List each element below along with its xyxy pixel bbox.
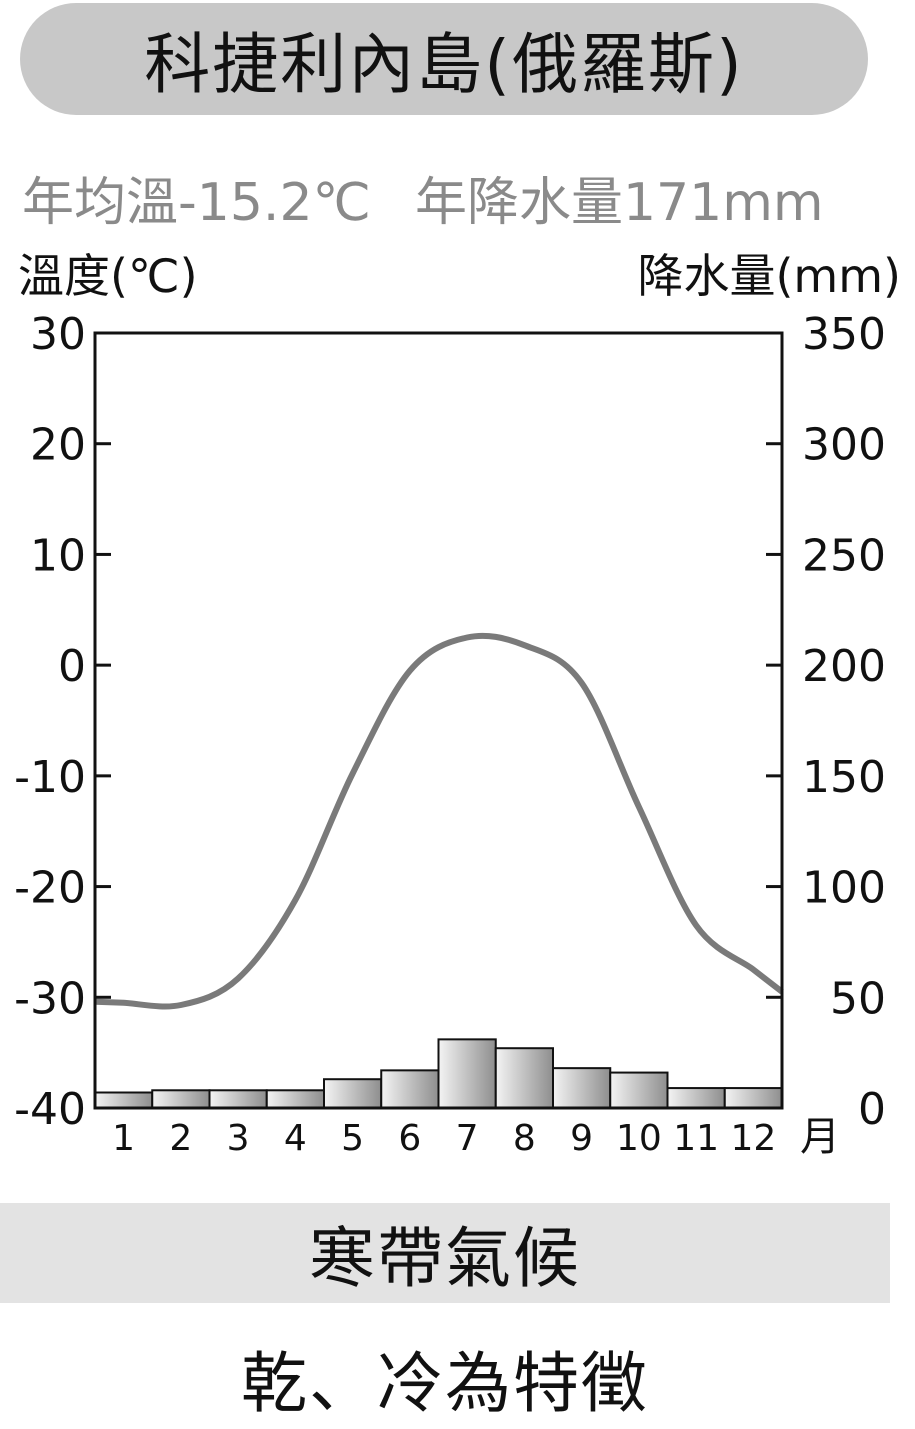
temp-tick-label: -30 — [14, 973, 86, 1024]
month-tick-label: 2 — [169, 1118, 192, 1159]
precip-tick-label: 100 — [802, 863, 886, 914]
climate-feature-text: 乾、冷為特徵 — [241, 1345, 649, 1422]
precip-bar-9 — [552, 1067, 612, 1109]
precip-bar-7 — [437, 1038, 497, 1110]
temp-tick-label: -40 — [14, 1084, 86, 1135]
month-tick-label: 3 — [227, 1118, 250, 1159]
annual-temperature: 年均溫-15.2℃ — [22, 173, 371, 233]
temp-tick-label: 10 — [30, 530, 86, 581]
month-unit-label: 月 — [800, 1114, 840, 1160]
precip-bar-2 — [151, 1089, 211, 1110]
plot-frame — [93, 331, 784, 1110]
annual-precipitation: 年降水量171mm — [414, 173, 824, 233]
temp-tick-label: 30 — [30, 309, 86, 360]
temperature-line — [94, 632, 784, 1010]
precip-bar-1 — [94, 1091, 154, 1109]
month-tick-label: 8 — [513, 1118, 536, 1159]
climate-stats: 年均溫-15.2℃ 年降水量171mm — [22, 160, 824, 235]
temp-tick-label: 0 — [58, 641, 86, 692]
temp-tick-label: 20 — [30, 420, 86, 471]
month-tick-label: 5 — [341, 1118, 364, 1159]
precip-bar-3 — [208, 1089, 268, 1110]
month-tick-label: 7 — [456, 1118, 479, 1159]
month-tick-label: 11 — [673, 1118, 719, 1159]
precip-tick-label: 300 — [802, 420, 886, 471]
precip-tick-label: 50 — [830, 973, 886, 1024]
chart-title: 科捷利內島(俄羅斯) — [20, 3, 868, 115]
precip-bar-4 — [265, 1089, 325, 1110]
temp-tick-label: -10 — [14, 752, 86, 803]
temp-tick-label: -20 — [14, 863, 86, 914]
month-tick-label: 1 — [112, 1118, 135, 1159]
precip-bar-11 — [666, 1087, 726, 1109]
precip-bar-5 — [323, 1078, 383, 1109]
precip-tick-label: 150 — [802, 752, 886, 803]
precip-bar-6 — [380, 1069, 440, 1110]
precipitation-axis-label: 降水量(mm) — [637, 249, 901, 303]
month-tick-label: 10 — [616, 1118, 662, 1159]
climate-type-label: 寒帶氣候 — [0, 1203, 890, 1303]
precip-tick-label: 250 — [802, 530, 886, 581]
precip-bar-10 — [609, 1071, 669, 1109]
temperature-axis-label: 溫度(℃) — [18, 249, 198, 303]
precip-tick-label: 0 — [858, 1084, 886, 1135]
precip-tick-label: 200 — [802, 641, 886, 692]
precip-bar-12 — [723, 1087, 783, 1109]
climate-chart: 3020100-10-20-30-40350300250200150100500… — [14, 309, 886, 1160]
month-tick-label: 4 — [284, 1118, 307, 1159]
precip-tick-label: 350 — [802, 309, 886, 360]
month-tick-label: 9 — [570, 1118, 593, 1159]
precip-bar-8 — [494, 1047, 554, 1109]
month-tick-label: 12 — [730, 1118, 776, 1159]
month-tick-label: 6 — [398, 1118, 421, 1159]
